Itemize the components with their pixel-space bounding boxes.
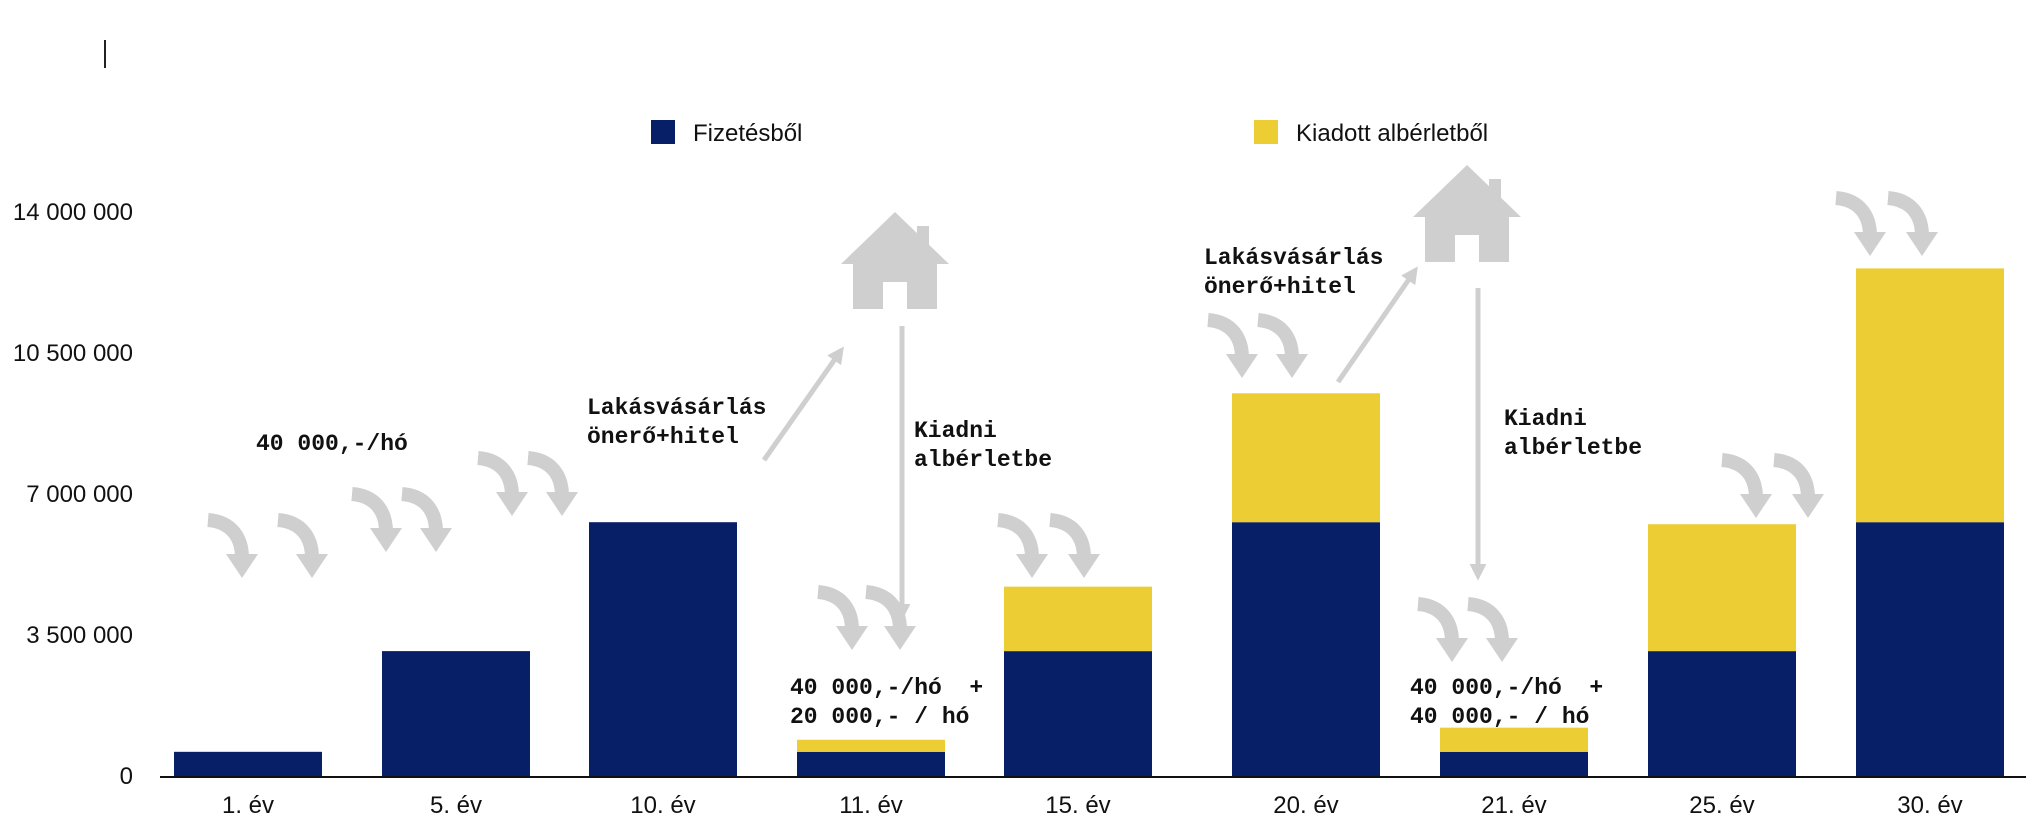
- annotations-layer: 40 000,-/hó Lakásvásárlás önerő+hitel Kiadn…: [256, 245, 1642, 730]
- annotation-label: 40 000,-/hó +: [1410, 675, 1603, 701]
- bar-fizetesbol: [797, 751, 945, 776]
- bar-fizetesbol: [1232, 522, 1380, 776]
- curved-arrow-icon: [1466, 597, 1518, 662]
- bar-kiadott-alberletbol: [1440, 727, 1588, 752]
- bar-kiadott-alberletbol: [797, 739, 945, 752]
- legend-label: Fizetésből: [693, 120, 802, 147]
- curved-arrow-icon: [1048, 513, 1100, 578]
- annotation-label: önerő+hitel: [587, 424, 739, 450]
- x-axis: 1. év 5. év 10. év 11. év 15. év 20. év 21. év…: [160, 776, 2026, 819]
- bar-fizetesbol: [382, 651, 530, 776]
- decoration-layer: [206, 165, 1938, 662]
- annotation-label: albérletbe: [1504, 435, 1642, 461]
- annotation-label: Lakásvásárlás: [587, 395, 766, 421]
- annotation-label: önerő+hitel: [1204, 274, 1356, 300]
- y-tick-label: 10 500 000: [13, 340, 133, 367]
- text-cursor: [104, 40, 106, 68]
- curved-arrow-icon: [996, 513, 1048, 578]
- curved-arrow-icon: [1256, 313, 1308, 378]
- curved-arrow-icon: [1720, 453, 1772, 518]
- annotation-label: Lakásvásárlás: [1204, 245, 1383, 271]
- house-icon: [1413, 165, 1521, 262]
- x-tick-label: 20. év: [1273, 792, 1338, 819]
- curved-arrow-icon: [1772, 453, 1824, 518]
- annotation-label: 40 000,-/hó: [256, 431, 408, 457]
- curved-arrow-icon: [350, 487, 402, 552]
- annotation-label: 40 000,-/hó +: [790, 675, 983, 701]
- straight-arrow-icon: [1335, 266, 1418, 384]
- curved-arrow-icon: [816, 585, 868, 650]
- bar-kiadott-alberletbol: [1856, 268, 2004, 523]
- legend-label: Kiadott albérletből: [1296, 120, 1488, 147]
- x-tick-label: 25. év: [1689, 792, 1754, 819]
- x-tick-label: 21. év: [1481, 792, 1546, 819]
- bar-fizetesbol: [1440, 751, 1588, 776]
- x-tick-label: 10. év: [630, 792, 695, 819]
- legend-swatch: [1254, 120, 1278, 144]
- x-tick-label: 15. év: [1045, 792, 1110, 819]
- bar-fizetesbol: [174, 751, 322, 776]
- curved-arrow-icon: [1886, 191, 1938, 256]
- curved-arrow-icon: [864, 585, 916, 650]
- bar-kiadott-alberletbol: [1232, 393, 1380, 523]
- y-tick-label: 0: [120, 763, 133, 790]
- bar-fizetesbol: [1648, 651, 1796, 776]
- straight-arrow-icon: [761, 346, 844, 462]
- annotation-label: Kiadni: [914, 418, 997, 444]
- bar-fizetesbol: [1004, 651, 1152, 776]
- annotation-label: albérletbe: [914, 447, 1052, 473]
- house-icon: [841, 212, 949, 309]
- y-tick-label: 14 000 000: [13, 199, 133, 226]
- x-tick-label: 30. év: [1897, 792, 1962, 819]
- x-tick-label: 11. év: [839, 792, 903, 819]
- legend: Fizetésből Kiadott albérletből: [651, 120, 1488, 147]
- bar-kiadott-alberletbol: [1648, 524, 1796, 652]
- curved-arrow-icon: [400, 487, 452, 552]
- annotation-label: Kiadni: [1504, 406, 1587, 432]
- curved-arrow-icon: [206, 513, 258, 578]
- bars-layer: [174, 268, 2004, 776]
- legend-swatch: [651, 120, 675, 144]
- x-tick-label: 1. év: [222, 792, 274, 819]
- bar-fizetesbol: [1856, 522, 2004, 776]
- curved-arrow-icon: [476, 451, 528, 516]
- curved-arrow-icon: [1206, 313, 1258, 378]
- bar-kiadott-alberletbol: [1004, 586, 1152, 652]
- curved-arrow-icon: [1416, 597, 1468, 662]
- y-tick-label: 7 000 000: [26, 481, 133, 508]
- y-axis: 0 3 500 000 7 000 000 10 500 000 14 000 000: [13, 199, 133, 790]
- bar-fizetesbol: [589, 522, 737, 776]
- curved-arrow-icon: [526, 451, 578, 516]
- curved-arrow-icon: [1834, 191, 1886, 256]
- annotation-label: 40 000,- / hó: [1410, 704, 1589, 730]
- curved-arrow-icon: [276, 513, 328, 578]
- x-tick-label: 5. év: [430, 792, 482, 819]
- annotation-label: 20 000,- / hó: [790, 704, 969, 730]
- y-tick-label: 3 500 000: [26, 622, 133, 649]
